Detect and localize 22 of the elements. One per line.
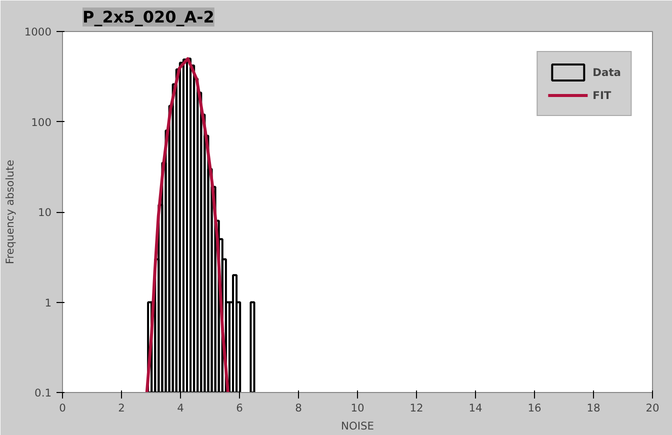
x-tick-label: 14 (468, 402, 482, 414)
legend-label: Data (592, 66, 621, 78)
legend-label: FIT (592, 88, 612, 102)
x-tick-label: 16 (528, 402, 542, 414)
x-tick-label: 8 (295, 402, 302, 414)
y-tick-label: 1000 (24, 26, 52, 38)
y-tick-label: 100 (31, 116, 52, 129)
y-tick-label: 0.1 (34, 386, 52, 400)
x-tick-label: 2 (118, 402, 125, 414)
x-tick-label: 18 (586, 402, 600, 414)
x-tick-label: 4 (177, 402, 184, 414)
line-series (145, 57, 230, 392)
x-tick-label: 0 (59, 402, 66, 414)
x-tick-label: 20 (646, 402, 660, 414)
x-tick-label: 12 (410, 402, 424, 414)
x-tick-label: 10 (350, 402, 364, 414)
y-tick-label: 10 (38, 206, 52, 219)
y-axis-title: Frequency absolute (3, 160, 16, 264)
x-tick-label: 6 (236, 402, 244, 414)
chart-title: P_2x5_020_A-2 (82, 8, 214, 26)
y-tick-label: 1 (44, 296, 52, 310)
x-axis-title: NOISE (341, 420, 374, 432)
